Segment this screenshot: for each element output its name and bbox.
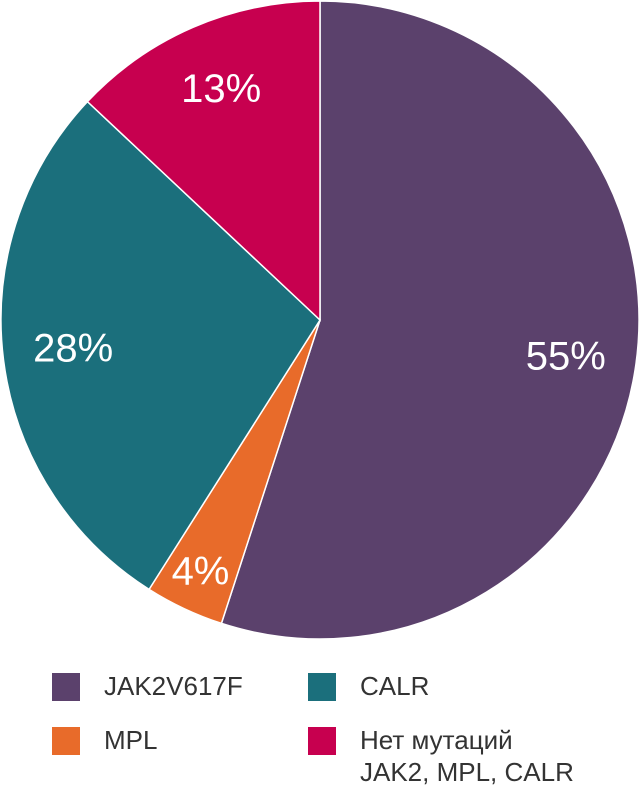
legend-label: MPL	[104, 725, 158, 755]
legend-item: CALR	[308, 670, 608, 702]
legend-label: JAK2V617F	[104, 671, 243, 701]
legend-item: JAK2V617F	[52, 670, 308, 702]
slice-label: 13%	[181, 67, 261, 111]
legend-item: MPL	[52, 724, 308, 788]
legend: JAK2V617F CALR MPL Нет мутаций JAK2, MPL, C…	[52, 670, 608, 788]
pie-slice	[220, 0, 640, 640]
legend-label: CALR	[360, 671, 430, 701]
legend-item: Нет мутаций JAK2, MPL, CALR	[308, 724, 608, 788]
pie-slice	[86, 0, 321, 322]
slice-label: 4%	[172, 550, 230, 594]
pie-slice	[0, 100, 321, 591]
slice-label: 55%	[526, 334, 606, 378]
legend-swatch	[308, 727, 336, 755]
legend-swatch	[52, 727, 80, 755]
legend-label: Нет мутаций JAK2, MPL, CALR	[360, 725, 574, 787]
legend-swatch	[52, 673, 80, 701]
legend-swatch	[308, 673, 336, 701]
chart: 55% 4% 28% 13%	[0, 0, 640, 640]
slice-label: 28%	[33, 327, 113, 371]
